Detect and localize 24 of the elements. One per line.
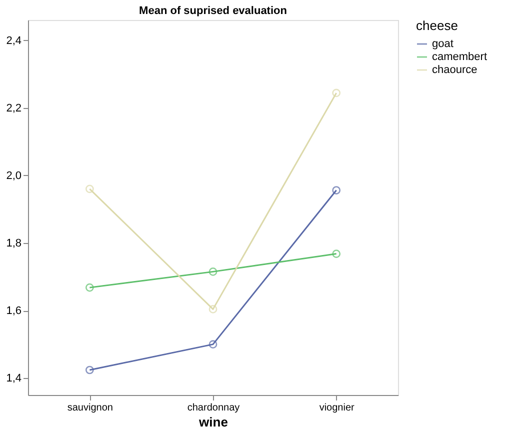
y-tick-label: 2,4: [6, 34, 22, 47]
legend-label: camembert: [432, 51, 488, 63]
chart-title: Mean of suprised evaluation: [139, 5, 288, 17]
point: [85, 184, 94, 194]
y-tick-label: 1,6: [6, 305, 22, 318]
x-axis-title: wine: [198, 414, 228, 430]
point: [332, 186, 341, 194]
x-tick-label: sauvignon: [67, 402, 113, 414]
point: [332, 250, 341, 258]
x-tick-label: chardonnay: [187, 402, 240, 414]
x-tick-label: viognier: [319, 402, 356, 414]
legend-label: chaource: [432, 64, 478, 76]
y-tick-label: 2,2: [6, 102, 22, 114]
point: [332, 88, 341, 98]
point: [208, 340, 218, 349]
legend-title: cheese: [416, 18, 458, 33]
y-tick-label: 1,8: [6, 237, 22, 250]
point: [208, 305, 218, 314]
point: [208, 268, 218, 276]
legend-label: goat: [432, 38, 454, 50]
point: [85, 366, 94, 374]
y-tick-label: 1,4: [6, 372, 22, 385]
point: [85, 283, 94, 292]
y-tick-label: 2,0: [6, 170, 22, 182]
